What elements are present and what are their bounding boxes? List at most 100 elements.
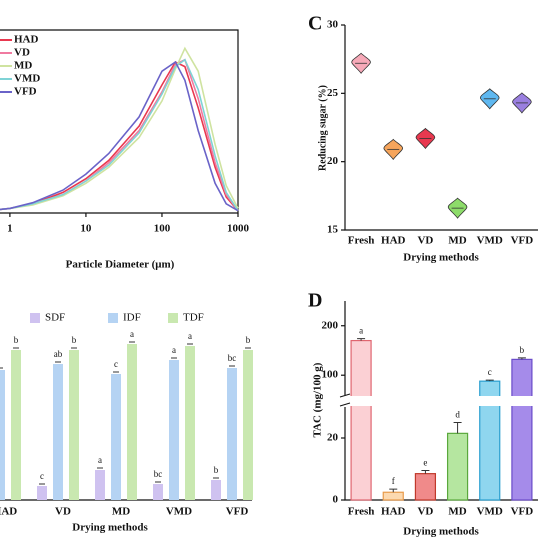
significance-letter: f <box>392 476 395 486</box>
y-tick-label: 30 <box>327 19 339 31</box>
significance-letter: c <box>114 359 118 369</box>
y-tick-label: 200 <box>322 319 339 331</box>
y-tick-label: 0 <box>333 494 339 506</box>
bar <box>382 491 404 501</box>
bar <box>153 484 163 500</box>
x-tick-label: 100 <box>154 223 171 235</box>
y-axis-label: Reducing sugar (%) <box>317 85 328 171</box>
x-tick-label: VMD <box>166 506 192 518</box>
x-tick-label: VMD <box>477 506 503 518</box>
x-axis-label: Drying methods <box>403 252 479 264</box>
axis-break <box>341 396 534 406</box>
bar <box>227 368 237 500</box>
bar <box>111 374 121 500</box>
x-tick-label: 1 <box>7 223 13 235</box>
y-axis-lower <box>344 407 538 501</box>
bar <box>350 339 372 501</box>
x-tick-label: 1000 <box>227 223 250 235</box>
legend-swatch <box>108 313 118 323</box>
x-tick-label: HAD <box>0 506 17 518</box>
bar <box>0 370 5 500</box>
x-axis-label: Drying methods <box>403 526 479 538</box>
x-tick-label: 10 <box>80 223 92 235</box>
legend-swatch <box>168 313 178 323</box>
legend-label: IDF <box>123 312 141 324</box>
x-tick-label: VFD <box>226 506 249 518</box>
bar <box>414 473 437 501</box>
bar <box>211 480 221 500</box>
legend-label: SDF <box>45 312 65 324</box>
legend-label: VMD <box>14 73 40 85</box>
error-bar <box>357 338 366 341</box>
x-tick-label: MD <box>448 506 466 518</box>
x-tick-label: HAD <box>381 235 406 247</box>
x-tick-label: Fresh <box>348 506 375 518</box>
bar <box>185 346 195 500</box>
x-tick-label: MD <box>448 235 466 247</box>
bar <box>11 350 21 500</box>
legend-label: VFD <box>14 86 37 98</box>
bar <box>95 470 105 500</box>
x-tick-label: VMD <box>477 235 503 247</box>
significance-letter: a <box>130 329 134 339</box>
bar <box>69 350 79 500</box>
error-bar <box>485 379 494 382</box>
bar <box>446 432 469 501</box>
legend-label: MD <box>14 60 32 72</box>
significance-letter: bc <box>154 469 163 479</box>
significance-letter: b <box>246 335 251 345</box>
significance-letter: ab <box>54 349 63 359</box>
x-tick-label: VD <box>417 235 433 247</box>
significance-letter: d <box>455 410 460 420</box>
legend-label: TDF <box>183 312 204 324</box>
line-series <box>0 58 239 212</box>
x-tick-label: HAD <box>381 506 406 518</box>
x-tick-label: VD <box>417 506 433 518</box>
panel-label: C <box>308 13 322 35</box>
bar <box>53 364 63 500</box>
bar <box>243 350 253 500</box>
bar <box>37 486 47 500</box>
x-tick-label: VFD <box>511 506 534 518</box>
x-tick-label: MD <box>112 506 130 518</box>
error-bar <box>453 422 462 434</box>
y-tick-label: 25 <box>327 87 339 99</box>
significance-letter: bc <box>228 353 237 363</box>
significance-letter: b <box>520 345 525 355</box>
line-series <box>0 46 239 211</box>
bar <box>169 360 179 500</box>
significance-letter: a <box>172 345 176 355</box>
significance-letter: a <box>188 331 192 341</box>
panel-label: D <box>308 290 322 312</box>
y-tick-label: 15 <box>327 224 339 236</box>
y-tick-label: 20 <box>327 432 339 444</box>
x-axis-label: Drying methods <box>72 522 148 534</box>
legend-label: VD <box>14 47 30 59</box>
x-axis-label: Particle Diameter (μm) <box>66 259 175 271</box>
y-tick-label: 20 <box>327 155 339 167</box>
significance-letter: b <box>214 465 219 475</box>
significance-letter: c <box>40 471 44 481</box>
axes-frame <box>0 29 239 214</box>
significance-letter: c <box>488 367 492 377</box>
y-tick-label: 100 <box>322 369 339 381</box>
x-tick-label: VD <box>55 506 71 518</box>
significance-letter: b <box>72 335 77 345</box>
legend-label: HAD <box>14 34 39 46</box>
significance-letter: b <box>14 335 19 345</box>
legend-swatch <box>30 313 40 323</box>
break-mark <box>339 393 351 407</box>
x-tick-label: VFD <box>511 235 534 247</box>
error-bar <box>421 470 430 474</box>
error-bar <box>517 357 526 360</box>
significance-letter: a <box>359 326 363 336</box>
y-axis-label: TAC (mg/100 g) <box>312 362 324 437</box>
x-tick-label: Fresh <box>348 235 375 247</box>
significance-letter: e <box>423 458 427 468</box>
line-series <box>0 60 239 212</box>
significance-letter: a <box>98 455 102 465</box>
bar <box>511 358 533 501</box>
bar <box>127 344 137 500</box>
axes-frame <box>344 25 538 231</box>
